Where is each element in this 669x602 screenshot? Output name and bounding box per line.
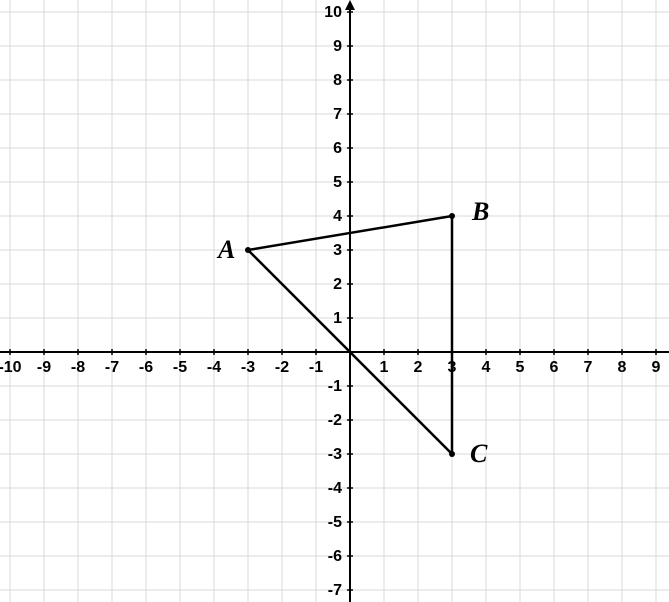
x-tick-label: -4 <box>207 359 221 376</box>
y-tick-label: 7 <box>333 106 342 123</box>
x-tick-label: 4 <box>482 359 491 376</box>
y-tick-label: 8 <box>333 72 342 89</box>
vertex-c <box>449 451 455 457</box>
x-tick-label: 7 <box>584 359 593 376</box>
y-tick-label: -1 <box>328 378 342 395</box>
vertex-b <box>449 213 455 219</box>
y-tick-label: 6 <box>333 140 342 157</box>
y-tick-label: -6 <box>328 548 342 565</box>
x-tick-label: -9 <box>37 359 51 376</box>
y-tick-label: 4 <box>333 208 342 225</box>
y-tick-label: 3 <box>333 242 342 259</box>
y-tick-label: 2 <box>333 276 342 293</box>
x-tick-label: 5 <box>516 359 525 376</box>
vertex-label-a: A <box>216 235 235 264</box>
plot-background <box>0 0 669 602</box>
y-tick-label: -4 <box>328 480 342 497</box>
x-tick-label: 6 <box>550 359 559 376</box>
x-tick-label: 9 <box>652 359 661 376</box>
x-tick-label: -8 <box>71 359 85 376</box>
x-tick-label: -2 <box>275 359 289 376</box>
y-tick-label: 5 <box>333 174 342 191</box>
y-tick-label: 9 <box>333 38 342 55</box>
vertex-label-c: C <box>470 439 488 468</box>
x-tick-label: -3 <box>241 359 255 376</box>
x-tick-label: -7 <box>105 359 119 376</box>
coordinate-grid: -10-9-8-7-6-5-4-3-2-11234567891098765432… <box>0 0 669 602</box>
x-tick-label: -5 <box>173 359 187 376</box>
x-tick-label: 2 <box>414 359 423 376</box>
y-tick-label: -5 <box>328 514 342 531</box>
vertex-a <box>245 247 251 253</box>
vertex-label-b: B <box>471 197 489 226</box>
y-tick-label: -3 <box>328 446 342 463</box>
x-tick-label: 8 <box>618 359 627 376</box>
x-tick-label: -1 <box>309 359 323 376</box>
y-tick-label: -7 <box>328 582 342 599</box>
x-tick-label: -10 <box>0 359 22 376</box>
y-tick-label: -2 <box>328 412 342 429</box>
y-tick-label: 10 <box>324 4 342 21</box>
x-tick-label: 1 <box>380 359 389 376</box>
y-tick-label: 1 <box>333 310 342 327</box>
x-tick-label: -6 <box>139 359 153 376</box>
